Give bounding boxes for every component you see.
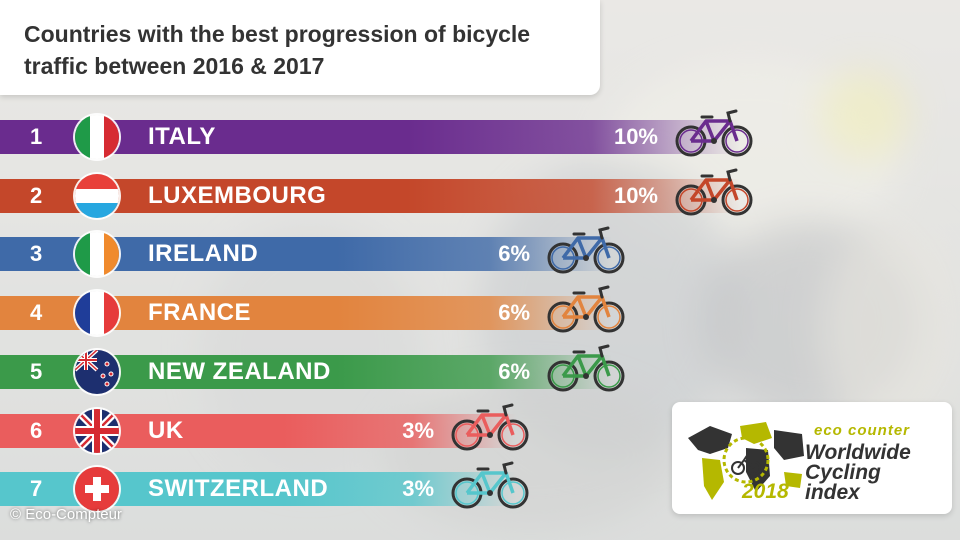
value-label: 10% — [613, 182, 658, 208]
bicycle-icon — [547, 344, 625, 392]
bar-row: 6 UK 3% — [0, 403, 616, 453]
logo-line2: Cycling — [805, 461, 881, 484]
value-label: 10% — [613, 124, 658, 149]
bicycle-icon — [547, 226, 625, 274]
bar-row: 7 SWITZERLAND 3% — [0, 461, 616, 512]
rank-label: 3 — [30, 241, 43, 267]
logo: eco counter Worldwide Cycling index 2018 — [672, 402, 952, 514]
new-zealand-flag — [75, 349, 119, 394]
country-label: SWITZERLAND — [148, 475, 329, 503]
bar — [0, 120, 740, 154]
country-label: UK — [148, 416, 184, 444]
rank-label: 5 — [30, 358, 43, 384]
bicycle-icon — [675, 109, 753, 157]
value-label: 6% — [498, 300, 530, 326]
country-label: ITALY — [148, 123, 216, 150]
world-map-icon — [688, 422, 804, 500]
rank-label: 1 — [30, 124, 43, 149]
value-label: 6% — [498, 241, 530, 267]
logo-line1: Worldwide — [805, 441, 911, 464]
copyright-credit: © Eco-Compteur — [10, 506, 122, 523]
bar — [0, 178, 740, 213]
rank-label: 2 — [30, 182, 43, 208]
bicycle-icon — [675, 168, 753, 216]
italy-flag — [75, 115, 119, 159]
title-box: Countries with the best progression of b… — [0, 0, 600, 95]
rank-label: 7 — [30, 476, 43, 502]
bicycle-icon — [547, 285, 625, 333]
value-label: 6% — [498, 358, 530, 384]
bar-row: 5 NEW ZEALAND 6% — [0, 344, 712, 394]
ireland-flag — [75, 232, 119, 277]
rank-label: 6 — [30, 417, 43, 443]
country-label: IRELAND — [148, 240, 259, 268]
switzerland-flag — [75, 467, 119, 512]
country-label: LUXEMBOURG — [148, 181, 327, 209]
bar-row: 1 ITALY 10% — [0, 109, 840, 159]
value-label: 3% — [402, 417, 434, 443]
bar-row: 2 LUXEMBOURG 10% — [0, 168, 840, 218]
country-label: NEW ZEALAND — [148, 357, 331, 385]
country-label: FRANCE — [148, 299, 251, 327]
chart-title: Countries with the best progression of b… — [24, 21, 531, 79]
luxembourg-flag — [75, 173, 119, 218]
bicycle-icon — [451, 461, 529, 509]
rank-label: 4 — [30, 300, 43, 326]
bicycle-icon — [451, 403, 529, 450]
france-flag — [75, 291, 119, 336]
logo-line3: index — [805, 481, 860, 504]
logo-brand: eco counter — [814, 422, 911, 439]
value-label: 3% — [402, 476, 434, 502]
bar-row: 3 IRELAND 6% — [0, 226, 712, 277]
bar-row: 4 FRANCE 6% — [0, 285, 712, 336]
uk-flag — [75, 408, 119, 453]
logo-year: 2018 — [742, 480, 789, 503]
